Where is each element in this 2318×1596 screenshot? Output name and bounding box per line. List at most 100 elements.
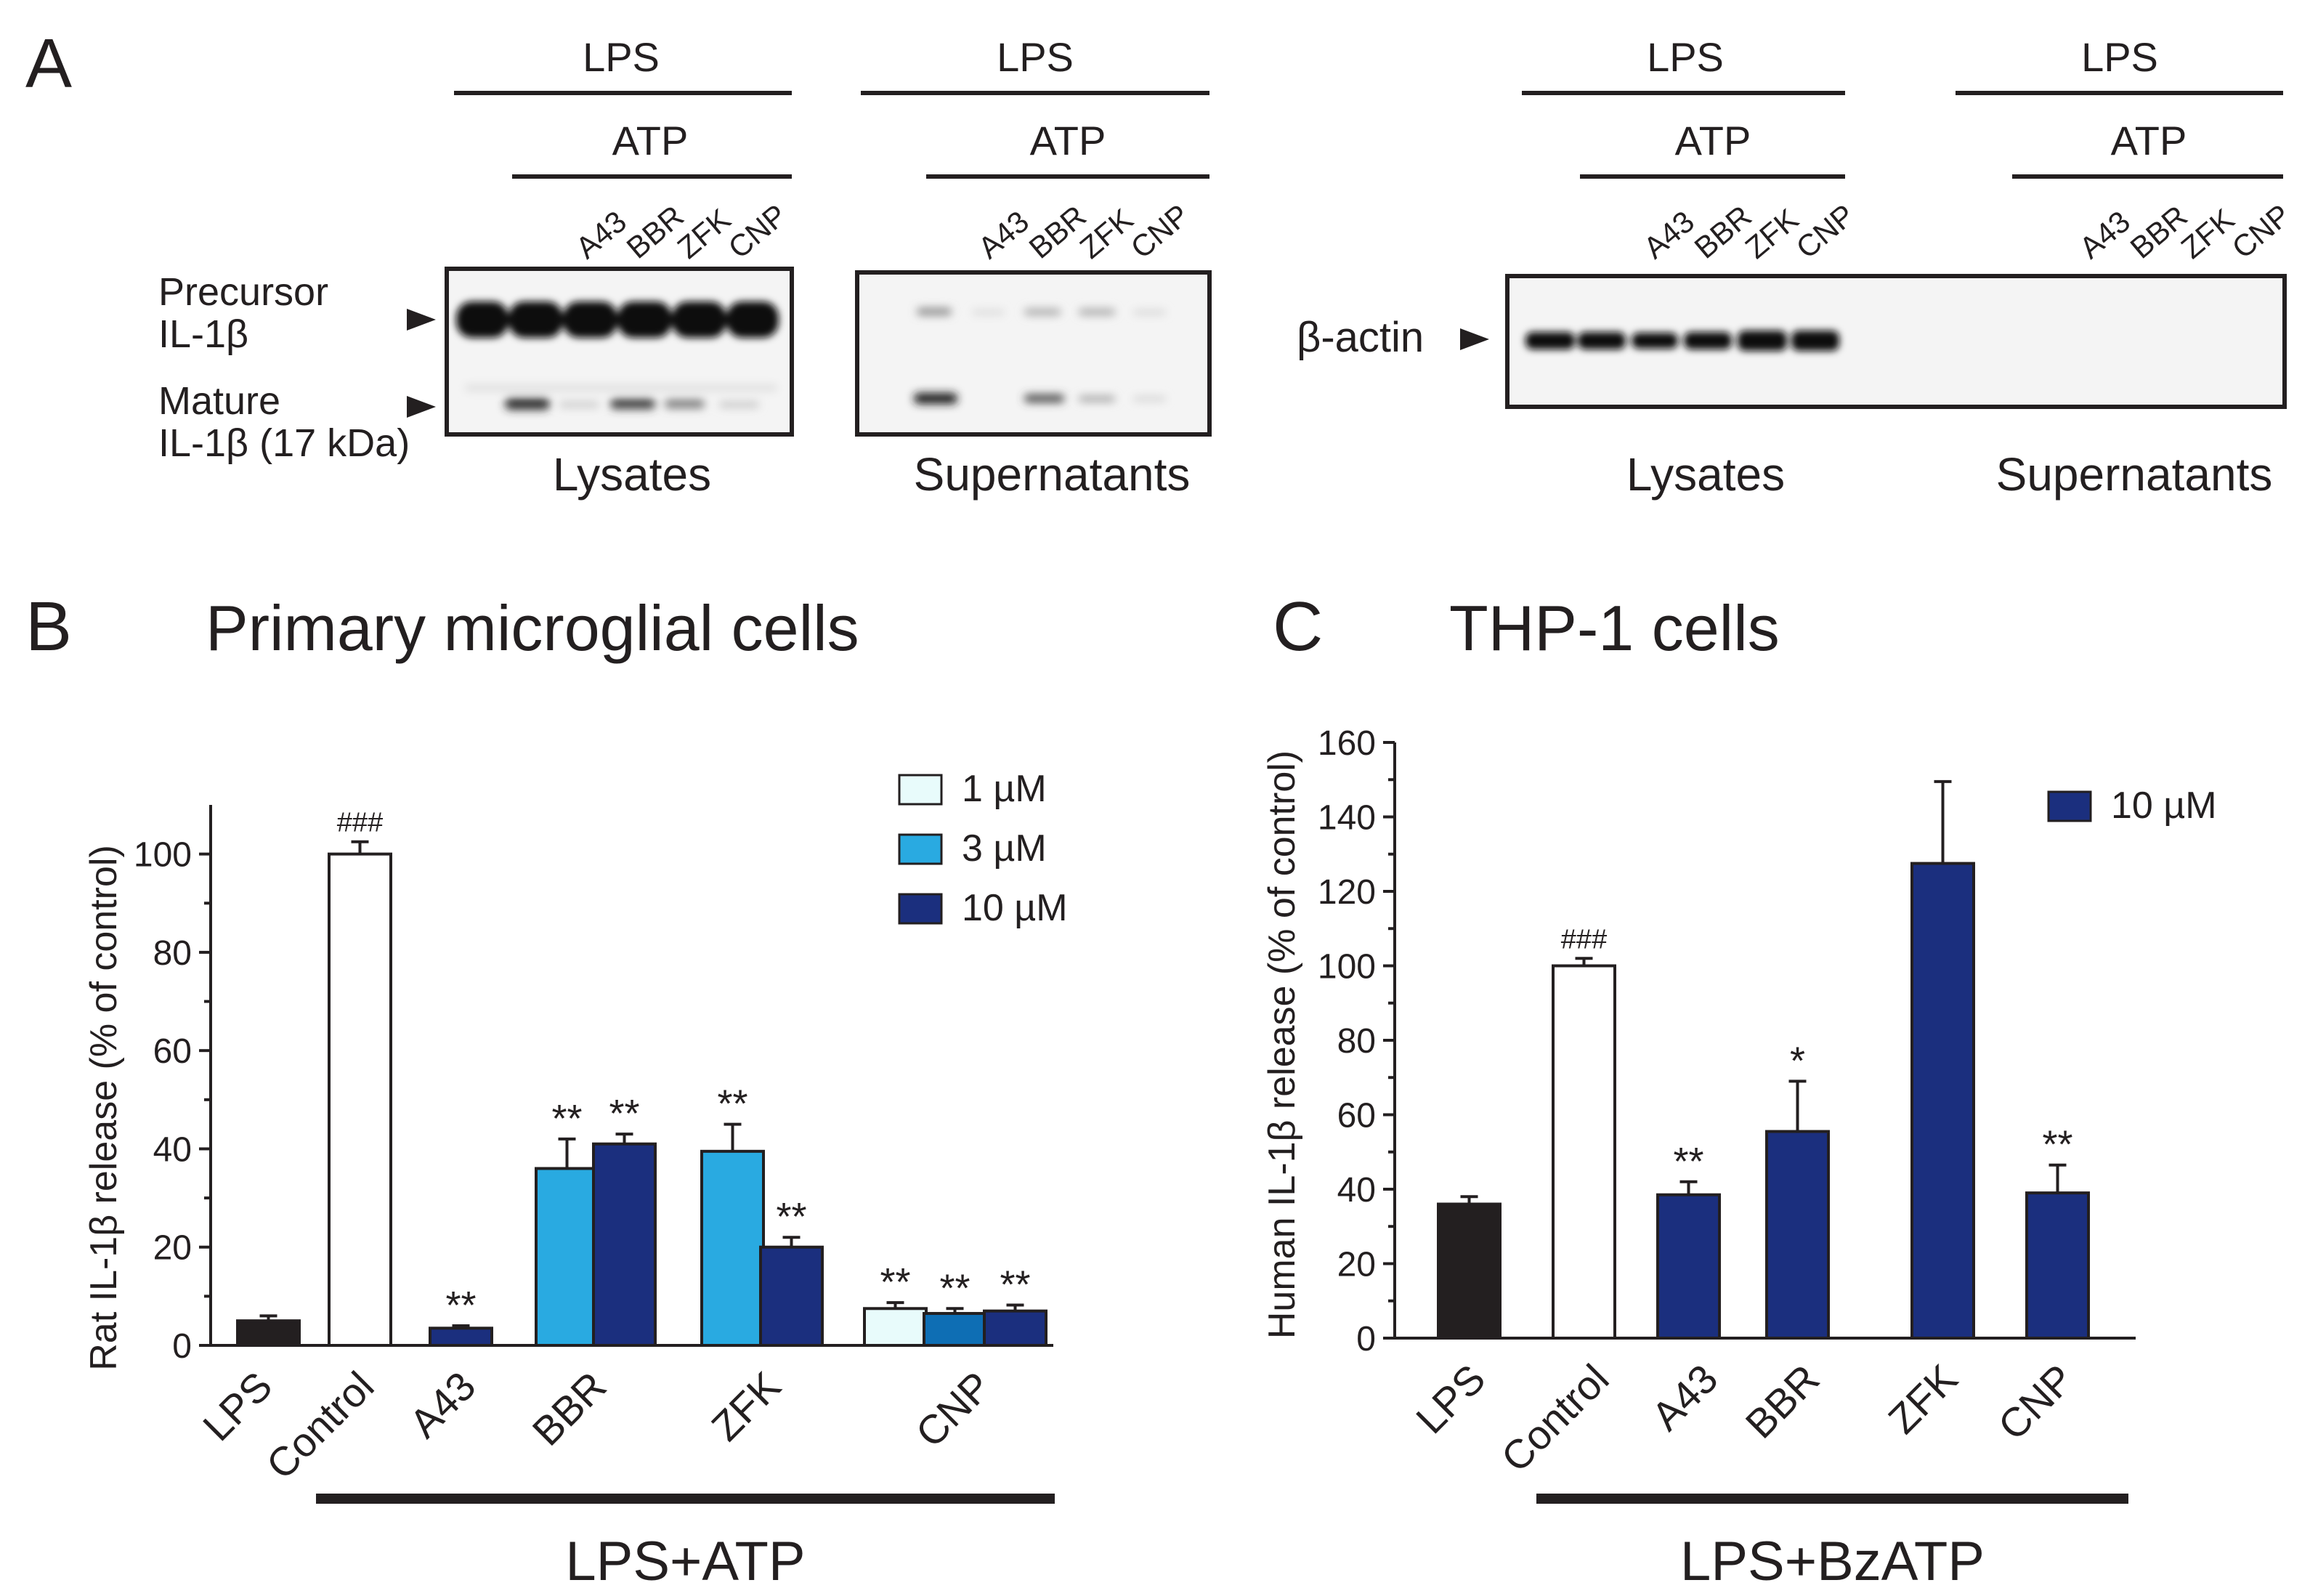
- supernatants-blot: [855, 270, 1212, 437]
- bar: [1910, 862, 1975, 1340]
- x-tick-label: BBR: [1737, 1356, 1828, 1447]
- actin-supernatants-atp-label: ATP: [2111, 118, 2187, 163]
- significance-label: **: [445, 1284, 476, 1327]
- x-tick-label: LPS: [1407, 1356, 1494, 1442]
- panel-b-letter: B: [25, 588, 72, 665]
- y-tick-label: 20: [1337, 1246, 1376, 1284]
- actin-lysates-lane-labels: A43 BBR ZFK CNP: [1637, 198, 1861, 265]
- bar: [700, 1149, 765, 1347]
- lysates-lps-label: LPS: [583, 34, 660, 80]
- bar: [535, 1167, 599, 1347]
- actin-supernatants-lane-labels: A43 BBR ZFK CNP: [2073, 198, 2297, 265]
- precursor-label-line2: IL-1β: [158, 312, 248, 356]
- bar: [863, 1307, 928, 1347]
- bar: [1656, 1193, 1721, 1340]
- legend-label: 10 µM: [2111, 785, 2217, 827]
- legend-swatch: [898, 893, 943, 925]
- y-tick-label: 0: [1356, 1320, 1376, 1358]
- significance-label: **: [2042, 1123, 2072, 1167]
- supernatants-lane-labels: A43 BBR ZFK CNP: [972, 198, 1196, 265]
- legend-label: 10 µM: [962, 887, 1068, 929]
- x-tick-label: Control: [1492, 1356, 1617, 1480]
- y-tick-label: 160: [1318, 724, 1376, 763]
- precursor-label-line1: Precursor: [158, 270, 328, 314]
- actin-supernatants-caption: Supernatants: [1996, 448, 2273, 501]
- significance-label: **: [880, 1260, 910, 1304]
- actin-lysates-lps-label: LPS: [1647, 34, 1724, 80]
- significance-label: **: [1000, 1263, 1030, 1307]
- lysates-atp-label: ATP: [612, 118, 689, 163]
- mature-label-line1: Mature: [158, 379, 280, 423]
- x-tick-label: BBR: [524, 1363, 615, 1454]
- x-tick-label: ZFK: [702, 1363, 789, 1449]
- y-tick-label: 0: [172, 1327, 192, 1366]
- actin-arrow-icon: [1460, 328, 1489, 350]
- y-tick-label: 120: [1318, 873, 1376, 912]
- lysates-caption: Lysates: [553, 448, 711, 501]
- legend-label: 1 µM: [962, 768, 1047, 810]
- panel-a-letter: A: [25, 25, 72, 102]
- actin-supernatants-lps-label: LPS: [2081, 34, 2158, 80]
- y-tick-label: 60: [153, 1032, 192, 1071]
- significance-label: **: [939, 1266, 970, 1310]
- lane-label: CNP: [722, 198, 793, 265]
- bar: [1552, 964, 1616, 1340]
- significance-label: *: [1790, 1039, 1805, 1082]
- lane-label: A43: [1637, 204, 1701, 265]
- actin-blot: [1505, 274, 2287, 409]
- supernatants-atp-label: ATP: [1030, 118, 1106, 163]
- panel-c-ylabel: Human IL-1β release (% of control): [1261, 750, 1303, 1339]
- y-tick-label: 80: [1337, 1022, 1376, 1061]
- lane-label: A43: [972, 204, 1035, 265]
- y-tick-label: 100: [134, 836, 192, 875]
- mature-arrow-icon: [407, 396, 436, 418]
- y-tick-label: 140: [1318, 799, 1376, 838]
- lane-label: CNP: [1790, 198, 1861, 265]
- panel-c-letter: C: [1273, 588, 1323, 665]
- bar: [328, 852, 392, 1347]
- precursor-arrow-icon: [407, 309, 436, 331]
- x-tick-label: Control: [257, 1363, 382, 1488]
- panel-b-title: Primary microglial cells: [206, 592, 859, 664]
- legend-swatch: [898, 833, 943, 865]
- bar: [1765, 1130, 1830, 1340]
- lane-label: ZFK: [671, 202, 737, 265]
- y-tick-label: 100: [1318, 948, 1376, 987]
- x-tick-label: CNP: [1989, 1356, 2082, 1449]
- bar: [429, 1326, 493, 1347]
- lane-label: ZFK: [2175, 202, 2241, 265]
- significance-label: ###: [337, 808, 383, 838]
- lane-label: A43: [570, 204, 633, 265]
- lane-label: ZFK: [1074, 202, 1140, 265]
- group-label: LPS+ATP: [565, 1531, 805, 1592]
- actin-lysates-atp-label: ATP: [1675, 118, 1751, 163]
- legend-swatch: [2047, 790, 2092, 822]
- panel-b-ylabel: Rat IL-1β release (% of control): [83, 845, 125, 1371]
- lane-label: CNP: [1124, 198, 1196, 265]
- y-tick-label: 20: [153, 1229, 192, 1268]
- y-tick-label: 40: [153, 1130, 192, 1169]
- lane-label: CNP: [2226, 198, 2297, 265]
- significance-label: **: [1673, 1140, 1703, 1183]
- x-tick-label: A43: [1642, 1356, 1726, 1439]
- lysates-lane-labels: A43 BBR ZFK CNP: [570, 198, 793, 265]
- significance-label: **: [717, 1082, 747, 1126]
- panel-b: B Primary microglial cells Rat IL-1β rel…: [25, 588, 1068, 1592]
- panel-a: A LPS ATP LPS ATP A43 BBR ZFK CNP A43 BB…: [25, 25, 2297, 501]
- mature-label-line2: IL-1β (17 kDa): [158, 421, 410, 465]
- x-tick-label: ZFK: [1879, 1356, 1966, 1442]
- significance-label: ###: [1561, 924, 1607, 955]
- significance-label: **: [551, 1097, 582, 1141]
- y-tick-label: 80: [153, 934, 192, 973]
- y-tick-label: 40: [1337, 1171, 1376, 1210]
- bar: [592, 1142, 657, 1347]
- supernatants-caption: Supernatants: [914, 448, 1191, 501]
- y-tick-label: 60: [1337, 1097, 1376, 1135]
- actin-lysates-caption: Lysates: [1626, 448, 1785, 501]
- lane-label: ZFK: [1739, 202, 1805, 265]
- supernatants-lps-label: LPS: [997, 34, 1074, 80]
- x-tick-label: A43: [400, 1363, 484, 1446]
